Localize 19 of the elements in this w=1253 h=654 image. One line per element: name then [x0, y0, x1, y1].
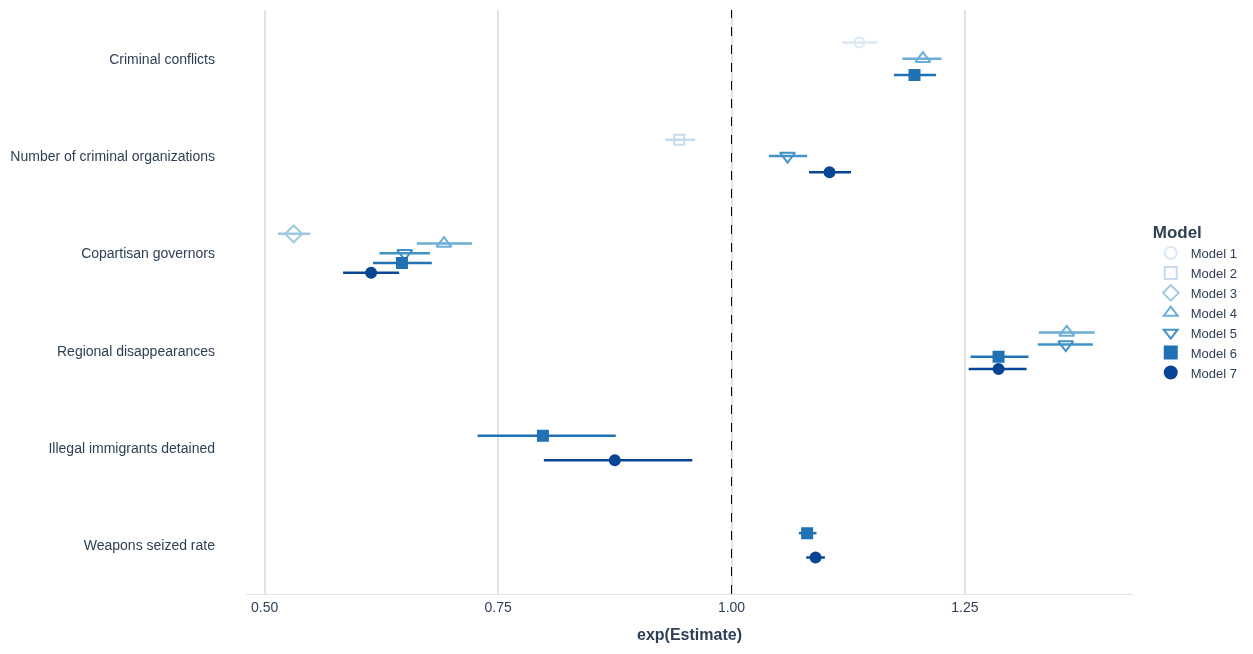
y-tick-label: Illegal immigrants detained: [48, 439, 215, 456]
legend-label: Model 6: [1190, 345, 1237, 361]
x-tick-label: 0.75: [484, 598, 512, 615]
y-tick-label: Weapons seized rate: [83, 537, 216, 554]
x-axis-title: exp(Estimate): [637, 626, 742, 644]
legend-label: Model 5: [1190, 325, 1237, 341]
x-tick-label: 1.25: [951, 598, 979, 615]
y-tick-label: Criminal conflicts: [109, 50, 215, 67]
y-tick-label: Number of criminal organizations: [10, 147, 215, 164]
x-tick-label: 0.50: [251, 598, 279, 615]
y-tick-label: Copartisan governors: [81, 245, 215, 262]
legend-label: Model 2: [1190, 266, 1237, 282]
y-tick-label: Regional disappearances: [57, 342, 215, 359]
legend-label: Model 1: [1190, 246, 1237, 262]
legend-label: Model 7: [1190, 365, 1237, 381]
legend-title: Model: [1152, 223, 1202, 243]
legend-label: Model 4: [1190, 305, 1237, 321]
x-tick-label: 1.00: [717, 598, 746, 615]
legend-label: Model 3: [1190, 285, 1237, 301]
